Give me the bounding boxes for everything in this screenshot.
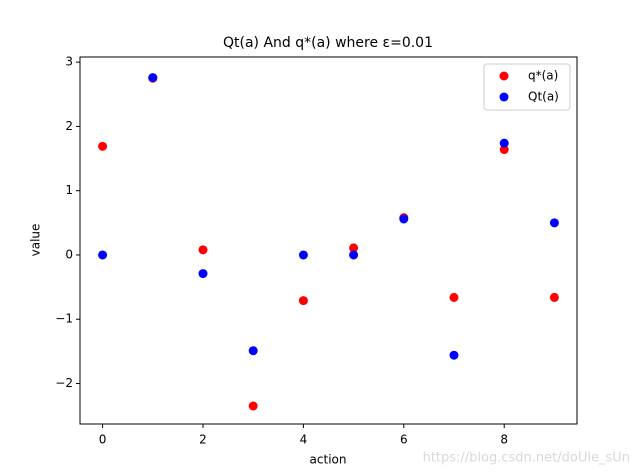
legend-marker xyxy=(499,71,509,81)
watermark: https://blog.csdn.net/doUle_sUn xyxy=(423,451,630,466)
chart-title: Qt(a) And q*(a) where ε=0.01 xyxy=(223,35,433,51)
point xyxy=(148,73,158,83)
y-tick-label: −1 xyxy=(55,312,73,326)
point xyxy=(499,145,509,155)
point xyxy=(449,350,459,360)
y-tick-label: 0 xyxy=(65,247,73,261)
x-tick-label: 2 xyxy=(199,433,207,447)
x-tick-label: 0 xyxy=(99,433,107,447)
legend-label: Qt(a) xyxy=(528,90,559,104)
point xyxy=(549,292,559,302)
point xyxy=(98,141,108,151)
point xyxy=(198,245,208,255)
x-tick-label: 8 xyxy=(500,433,508,447)
y-tick-label: 2 xyxy=(65,119,73,133)
point xyxy=(248,346,258,356)
x-tick-label: 4 xyxy=(300,433,308,447)
y-tick-label: 3 xyxy=(65,55,73,69)
x-axis-label: action xyxy=(310,453,347,467)
point xyxy=(98,250,108,260)
y-tick-label: 1 xyxy=(65,183,73,197)
legend-label: q*(a) xyxy=(528,69,558,83)
y-tick-label: −2 xyxy=(55,376,73,390)
point xyxy=(549,218,559,228)
point xyxy=(499,138,509,148)
point xyxy=(298,250,308,260)
point xyxy=(198,269,208,279)
point xyxy=(349,243,359,253)
y-axis-label: value xyxy=(29,224,43,257)
plot-frame xyxy=(79,56,578,425)
point xyxy=(349,250,359,260)
x-tick-label: 6 xyxy=(400,433,408,447)
legend-marker xyxy=(499,92,509,102)
point xyxy=(449,292,459,302)
point xyxy=(399,214,409,224)
point xyxy=(248,401,258,411)
point xyxy=(298,296,308,306)
